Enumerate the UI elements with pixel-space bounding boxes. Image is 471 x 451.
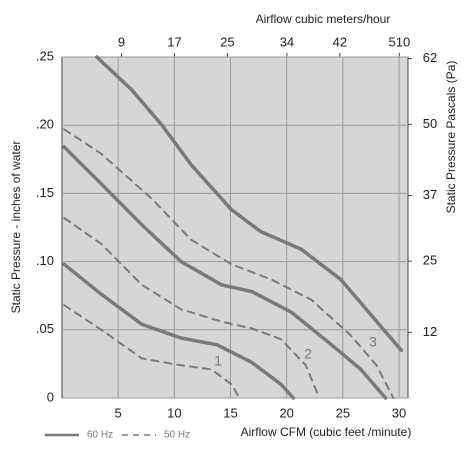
x-tick-label: 30 [392,405,406,420]
fan-curve [62,262,296,400]
x-tick-label: 10 [167,405,181,420]
curve-label: 2 [304,346,312,362]
x-tick-label: 15 [223,405,237,420]
y2-axis-title: Static Pressure Pascals (Pa) [444,61,458,214]
y-axis-title: Static Pressure - inches of water [9,141,23,314]
x2-tick-label: 34 [280,34,294,49]
y2-tick-label: 50 [423,116,437,131]
y2-tick-label: 12 [423,324,437,339]
y-tick-label: .25 [36,48,54,63]
x2-tick-label: 42 [333,34,347,49]
fan-curve [62,145,388,400]
plot-area [61,56,409,399]
x2-axis-title: Airflow cubic meters/hour [256,12,391,26]
fan-curve [63,304,241,399]
x-tick-label: 20 [279,405,293,420]
fan-curve [95,55,404,353]
x2-tick-label: 25 [220,34,234,49]
fan-curve [63,217,321,399]
y-tick-label: .15 [36,185,54,200]
x-axis-title: Airflow CFM (cubic feet /minute) [241,425,412,439]
y-tick-label: .05 [36,321,54,336]
y2-tick-label: 62 [423,50,437,65]
y-tick-label: 0 [47,389,54,404]
curve-label: 1 [214,353,222,369]
y2-tick-label: 37 [423,187,437,202]
curve-label: 3 [369,334,377,350]
x-tick-label: 25 [336,405,350,420]
y2-tick-label: 25 [423,253,437,268]
x2-tick-label: 9 [118,34,125,49]
y-tick-label: .20 [36,117,54,132]
legend-label: 60 Hz [87,430,113,441]
x-tick-label: 5 [115,405,122,420]
legend-label: 50 Hz [164,430,190,441]
fan-curve [63,128,395,399]
x2-tick-label: 510 [389,34,411,49]
x2-tick-label: 17 [167,34,181,49]
y-tick-label: .10 [36,253,54,268]
